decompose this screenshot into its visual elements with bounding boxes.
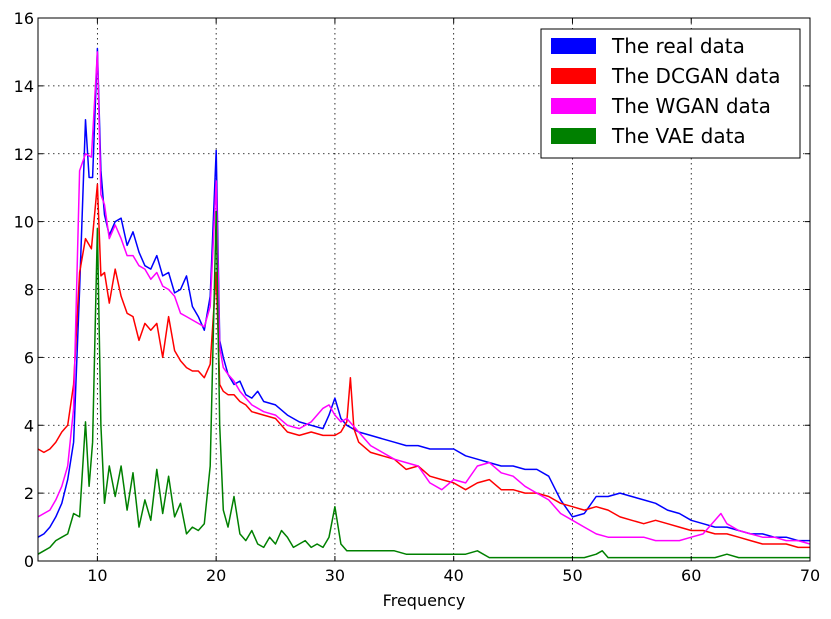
legend-swatch: [551, 38, 596, 54]
x-tick-label: 50: [562, 566, 582, 585]
x-tick-label: 30: [325, 566, 345, 585]
legend-label: The DCGAN data: [611, 64, 780, 88]
ticks: 10 20 30 40 50 60 70 0 2 4 6 8 10 12 14 16: [14, 9, 821, 585]
x-tick-label: 10: [87, 566, 107, 585]
legend-swatch: [551, 98, 596, 114]
y-tick-label: 2: [24, 484, 34, 503]
legend-label: The real data: [611, 34, 745, 58]
x-tick-label: 60: [681, 566, 701, 585]
series-line-4: [37, 210, 810, 559]
x-axis-label: Frequency: [383, 591, 466, 610]
legend-label: The VAE data: [611, 124, 746, 148]
x-tick-label: 40: [444, 566, 464, 585]
legend-swatch: [551, 68, 596, 84]
grid: [38, 18, 810, 561]
y-tick-label: 8: [24, 281, 34, 300]
series-group: [37, 47, 811, 559]
legend-swatch: [551, 128, 596, 144]
y-tick-label: 0: [24, 552, 34, 571]
x-tick-label: 20: [206, 566, 226, 585]
legend-label: The WGAN data: [611, 94, 771, 118]
series-line-3: [37, 51, 811, 545]
y-tick-label: 10: [14, 213, 34, 232]
legend: The real data The DCGAN data The WGAN data…: [540, 28, 801, 159]
x-tick-label: 70: [800, 566, 820, 585]
y-tick-label: 4: [24, 416, 34, 435]
y-tick-label: 6: [24, 348, 34, 367]
series-line-1: [37, 47, 810, 542]
y-tick-label: 12: [14, 145, 34, 164]
y-tick-label: 14: [14, 77, 34, 96]
y-tick-label: 16: [14, 9, 34, 28]
series-line-2: [37, 183, 810, 549]
